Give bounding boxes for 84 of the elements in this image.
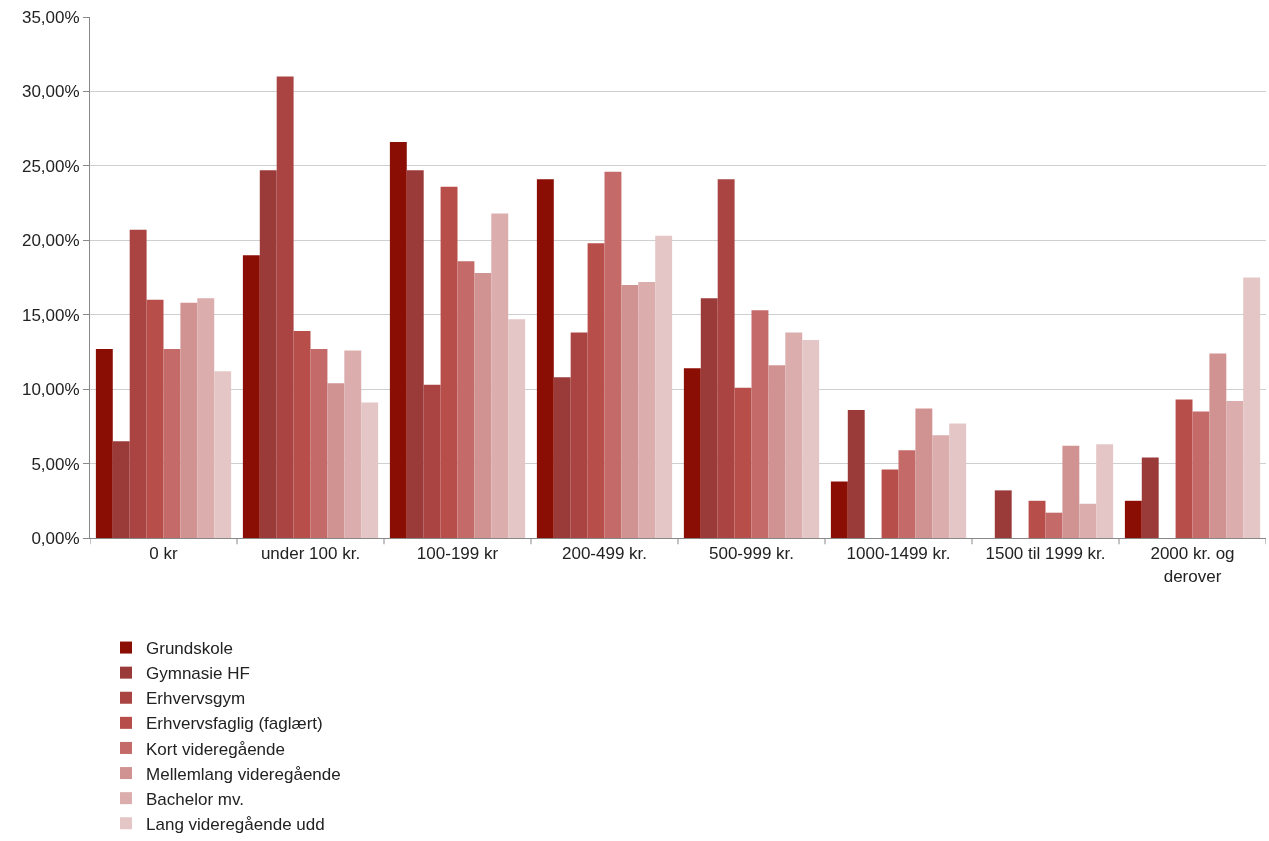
bar (751, 310, 769, 538)
bar (994, 490, 1012, 538)
bar (932, 435, 950, 538)
bar (276, 76, 294, 538)
y-tick-label: 35,00% (21, 7, 80, 27)
bar (474, 273, 492, 538)
bar (847, 409, 865, 538)
bar (389, 142, 407, 538)
bar (768, 365, 786, 538)
y-tick-label: 20,00% (21, 231, 80, 251)
legend-label: Bachelor mv. (146, 789, 244, 809)
legend-label: Erhvervsgym (146, 689, 246, 709)
bar (259, 170, 277, 538)
bar (570, 332, 588, 538)
bar (242, 255, 260, 538)
legend-label: Mellemlang videregående (146, 764, 341, 784)
bar (587, 243, 605, 538)
bar (146, 299, 164, 538)
y-tick-label: 15,00% (21, 305, 80, 325)
bar (361, 402, 379, 538)
bar (163, 348, 181, 538)
x-tick-label: 500-999 kr. (708, 544, 795, 564)
y-tick-label: 0,00% (31, 528, 80, 548)
bar (423, 384, 441, 538)
bar (457, 261, 475, 538)
bar (898, 450, 916, 538)
x-tick-label: 0 kr (149, 544, 179, 564)
legend-label: Erhvervsfaglig (faglært) (146, 714, 323, 734)
bar (536, 179, 554, 538)
bar (1192, 411, 1210, 538)
bar (915, 408, 933, 538)
bar (621, 284, 639, 538)
y-tick-label: 10,00% (21, 380, 80, 400)
bar (655, 235, 673, 538)
bar (1096, 444, 1114, 538)
legend-label: Gymnasie HF (146, 664, 250, 684)
x-tick-label: 1000-1499 kr. (846, 544, 951, 564)
bar (180, 302, 198, 538)
y-tick-label: 25,00% (21, 156, 80, 176)
bar (700, 298, 718, 538)
bar (1028, 500, 1046, 538)
bar (802, 340, 820, 538)
bar (310, 348, 328, 538)
bar (1045, 512, 1063, 538)
bar (95, 348, 113, 538)
y-tick-label: 5,00% (31, 454, 80, 474)
bar (327, 383, 345, 538)
legend-label: Lang videregående udd (146, 814, 325, 834)
bar (734, 387, 752, 538)
bar (949, 423, 967, 538)
bar (1209, 353, 1227, 538)
bar (344, 350, 362, 538)
bar (604, 171, 622, 538)
bar (717, 179, 735, 538)
x-tick-label: under 100 kr. (260, 544, 361, 564)
bar (1226, 401, 1244, 538)
bar (1124, 500, 1142, 538)
bar (830, 481, 848, 538)
bar (1062, 445, 1080, 538)
bar (293, 331, 311, 538)
bar (440, 186, 458, 538)
bar (1243, 277, 1261, 538)
x-tick-label: 100-199 kr (416, 544, 499, 564)
bar (1079, 503, 1097, 538)
bar (785, 332, 803, 538)
x-tick-label: 200-499 kr. (561, 544, 648, 564)
bar (638, 281, 656, 538)
bar (214, 371, 232, 538)
x-tick-label: 2000 kr. og derover (1150, 544, 1235, 586)
bar (508, 319, 526, 538)
bar (491, 213, 509, 538)
legend-label: Grundskole (146, 639, 233, 659)
bar (683, 368, 701, 538)
bar (881, 469, 899, 538)
bar (129, 229, 147, 538)
bar (1175, 399, 1193, 538)
y-tick-label: 30,00% (21, 82, 80, 102)
bar (112, 441, 130, 538)
legend-label: Kort videregående (146, 739, 285, 759)
bar (1141, 457, 1159, 538)
bar (197, 298, 215, 538)
bar (406, 170, 424, 538)
bar (553, 377, 571, 538)
x-tick-label: 1500 til 1999 kr. (985, 544, 1106, 564)
